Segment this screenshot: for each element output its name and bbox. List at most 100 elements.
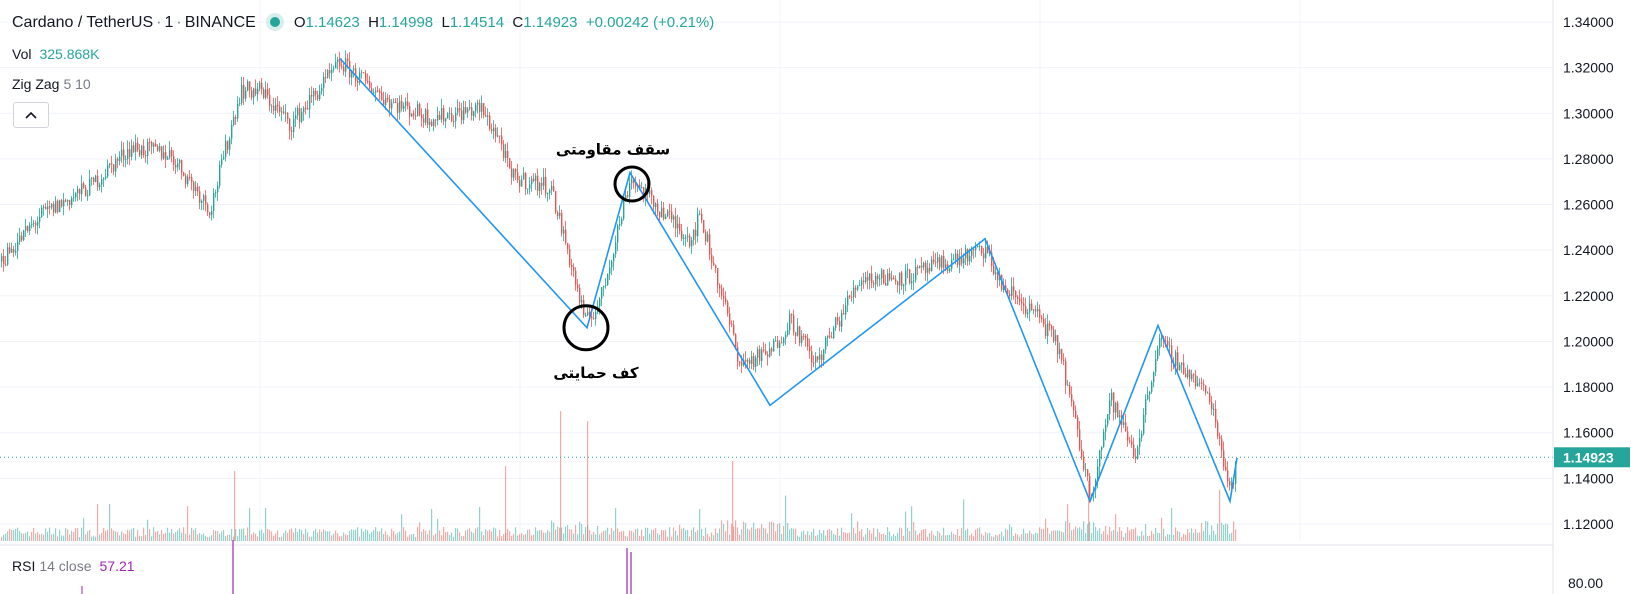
- volume-bar: [381, 528, 383, 541]
- candle: [249, 81, 251, 91]
- candle: [1009, 294, 1011, 297]
- volume-bar: [693, 527, 695, 541]
- volume-bar: [801, 531, 803, 541]
- volume-bar: [157, 530, 159, 541]
- volume-bar: [269, 529, 271, 541]
- volume-bar: [439, 530, 441, 541]
- volume-bar: [715, 528, 717, 541]
- candle: [1083, 457, 1085, 470]
- support-circle: [562, 304, 610, 352]
- candle: [589, 311, 591, 317]
- collapse-legend-button[interactable]: [13, 102, 49, 128]
- volume-bar: [235, 529, 237, 541]
- candle: [489, 115, 491, 130]
- candle: [559, 212, 561, 217]
- candle: [825, 337, 827, 350]
- candle: [399, 100, 401, 113]
- candle: [845, 305, 847, 315]
- volume-bar: [481, 531, 483, 541]
- volume-bar: [827, 529, 829, 541]
- candle: [9, 247, 11, 253]
- volume-bar: [251, 534, 253, 541]
- volume-bar: [669, 527, 671, 541]
- candle: [121, 149, 123, 157]
- zigzag-legend[interactable]: Zig Zag 5 10: [12, 76, 91, 92]
- candle: [681, 230, 683, 239]
- volume-bar: [671, 536, 673, 541]
- candle: [365, 73, 367, 82]
- volume-bar: [1215, 534, 1217, 541]
- volume-bar: [999, 534, 1001, 541]
- volume-bar: [1207, 521, 1209, 541]
- candle: [723, 295, 725, 299]
- candle: [653, 195, 655, 208]
- y-tick-label: 1.32000: [1563, 60, 1614, 76]
- volume-bar: [1141, 531, 1143, 541]
- volume-bar: [1229, 533, 1231, 541]
- candle: [381, 93, 383, 100]
- candle: [727, 302, 729, 314]
- volume-bar: [1115, 513, 1117, 541]
- candle: [277, 104, 279, 107]
- candle: [1149, 391, 1151, 395]
- candle: [409, 106, 411, 117]
- candle: [73, 197, 75, 199]
- candle: [417, 104, 419, 116]
- candle: [747, 360, 749, 362]
- volume-bar: [603, 530, 605, 541]
- candle: [741, 362, 743, 366]
- volume-bar: [585, 527, 587, 541]
- candle: [361, 72, 363, 74]
- volume-bar: [877, 528, 879, 541]
- candle: [555, 191, 557, 213]
- candle: [915, 266, 917, 281]
- candle: [833, 328, 835, 338]
- volume-legend[interactable]: Vol 325.868K: [12, 46, 100, 62]
- candle: [971, 249, 973, 256]
- candle: [1063, 359, 1065, 361]
- candle: [739, 361, 741, 363]
- volume-bar: [121, 531, 123, 541]
- candle: [477, 102, 479, 105]
- candle: [1079, 429, 1081, 450]
- candle: [669, 210, 671, 212]
- candle: [209, 212, 211, 216]
- candle: [375, 90, 377, 93]
- candle: [1, 255, 3, 262]
- candle: [57, 200, 59, 213]
- candle: [1107, 414, 1109, 425]
- candle: [689, 235, 691, 247]
- volume-bar: [1083, 521, 1085, 541]
- volume-bar: [629, 530, 631, 541]
- volume-bar: [605, 530, 607, 541]
- candle: [267, 89, 269, 96]
- candle: [327, 70, 329, 78]
- volume-bar: [545, 532, 547, 541]
- rsi-legend[interactable]: RSI 14 close 57.21: [12, 558, 135, 574]
- volume-bar: [901, 528, 903, 541]
- zigzag-params: 5 10: [63, 76, 91, 92]
- change-value: +0.00242 (+0.21%): [585, 14, 715, 31]
- volume-bar: [7, 531, 9, 541]
- candle: [227, 140, 229, 150]
- volume-bar: [61, 535, 63, 541]
- volume-bar: [275, 533, 277, 541]
- symbol-name[interactable]: Cardano / TetherUS: [12, 14, 154, 31]
- volume-bar: [809, 535, 811, 541]
- volume-bar: [1191, 528, 1193, 541]
- candle: [549, 190, 551, 194]
- candle: [169, 149, 171, 158]
- candle: [177, 163, 179, 168]
- volume-bar: [959, 535, 961, 541]
- y-tick-label: 1.14000: [1563, 470, 1614, 486]
- volume-bar: [345, 534, 347, 541]
- volume-bar: [981, 533, 983, 541]
- volume-bar: [73, 532, 75, 541]
- volume-bar: [25, 532, 27, 541]
- candle: [141, 145, 143, 156]
- candle: [829, 335, 831, 337]
- candle: [207, 204, 209, 213]
- candle: [657, 203, 659, 212]
- interval-label[interactable]: 1: [164, 14, 174, 31]
